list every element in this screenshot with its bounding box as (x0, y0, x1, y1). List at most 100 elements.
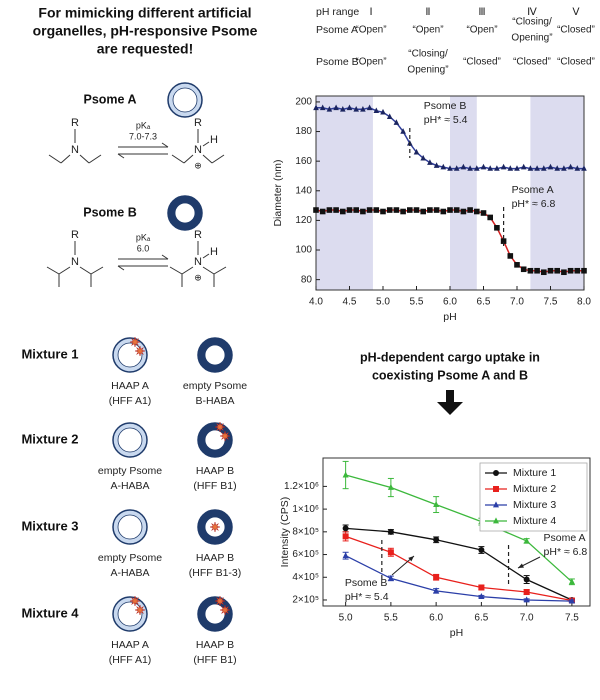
bond (211, 154, 225, 164)
legend-label: Mixture 1 (513, 467, 556, 479)
marker (493, 486, 499, 492)
y-tick-label: 200 (295, 97, 312, 108)
psome-lumen (117, 601, 143, 627)
annotation: Psome A (512, 184, 554, 196)
pka-value: 7.0-7.3 (129, 131, 157, 141)
atom-label: R (194, 229, 202, 241)
table-header: Ⅱ (425, 6, 430, 18)
marker (433, 574, 440, 581)
mixture-caption: HAAP A (111, 639, 149, 651)
x-tick-label: 5.5 (384, 613, 398, 624)
marker (313, 207, 319, 213)
marker (387, 574, 394, 581)
marker (523, 576, 530, 583)
marker (568, 578, 575, 585)
mixture-caption: (HFF B1-3) (189, 567, 242, 579)
table-row-label: Psome A (316, 24, 358, 36)
arrow-shaft (446, 390, 454, 403)
marker (342, 552, 349, 559)
atom-label: N (71, 256, 79, 268)
marker (373, 107, 380, 114)
marker (541, 165, 547, 171)
marker (393, 119, 400, 125)
x-tick-label: 7.5 (544, 297, 558, 308)
marker (493, 501, 499, 508)
marker (547, 163, 554, 170)
atom-label: H (210, 246, 218, 258)
shaded-range (530, 96, 584, 290)
mixture-caption: A-HABA (110, 480, 149, 492)
table-cell: “Open” (466, 25, 497, 36)
y-tick-label: 8×10⁵ (292, 526, 319, 537)
bond (48, 154, 62, 164)
cargo (129, 595, 141, 607)
x-tick-label: 4.5 (343, 297, 357, 308)
annotation-arrow-head (518, 563, 524, 568)
marker (433, 536, 440, 543)
series-line (345, 527, 573, 601)
bond (60, 154, 71, 164)
marker (366, 207, 373, 213)
annotation: Psome B (424, 100, 467, 112)
bond (90, 266, 104, 275)
table-cell: “Closing/ (408, 49, 448, 60)
marker (487, 165, 493, 171)
pka-label: pKₐ (136, 232, 151, 242)
legend-label: Mixture 2 (513, 483, 556, 495)
marker (342, 471, 349, 478)
mixture-caption: (HFF A1) (109, 395, 152, 407)
marker (360, 208, 366, 215)
header-line: are requested! (97, 41, 193, 57)
marker (373, 207, 380, 213)
psome-lumen (174, 202, 196, 224)
atom-label: H (210, 134, 218, 146)
annotation: Psome B (345, 577, 388, 589)
marker (474, 165, 480, 171)
psome-lumen (172, 87, 198, 113)
atom-label: R (194, 117, 202, 129)
table-cell: “Closing/ (512, 17, 552, 28)
marker (346, 104, 353, 111)
marker (493, 517, 499, 524)
cargo (214, 595, 226, 607)
bond (46, 266, 60, 275)
atom-label: N (194, 144, 202, 156)
marker (494, 165, 500, 171)
atom-label: R (71, 117, 79, 129)
marker (453, 207, 460, 213)
marker (346, 207, 353, 213)
marker (326, 105, 333, 112)
marker (433, 500, 440, 507)
x-tick-label: 6.5 (474, 613, 488, 624)
marker (523, 589, 530, 596)
y-tick-label: 160 (295, 156, 312, 167)
table-cell: “Closed” (557, 57, 595, 68)
equilibrium-arrow (161, 142, 169, 148)
cargo (134, 345, 146, 357)
marker (514, 262, 520, 268)
charge: ⊕ (194, 272, 202, 282)
marker (420, 154, 426, 161)
mixture-caption: (HFF A1) (109, 654, 152, 666)
mixture-caption: empty Psome (98, 552, 162, 564)
bond (183, 154, 194, 164)
marker (333, 207, 339, 213)
y-tick-label: 180 (295, 126, 312, 137)
marker (360, 105, 366, 112)
bond (79, 266, 92, 275)
table-cell: “Closed” (513, 57, 551, 68)
annotation: pH* ≈ 5.4 (345, 591, 389, 603)
annotation: Psome A (544, 532, 586, 544)
marker (440, 208, 447, 215)
table-header: Ⅰ (369, 6, 372, 18)
bond (79, 154, 90, 164)
marker (353, 207, 359, 213)
table-header: Ⅲ (478, 6, 485, 18)
psome-lumen (204, 344, 226, 366)
marker (493, 470, 499, 476)
atom-label: R (71, 229, 79, 241)
legend-label: Mixture 3 (513, 499, 556, 511)
marker (561, 269, 567, 276)
